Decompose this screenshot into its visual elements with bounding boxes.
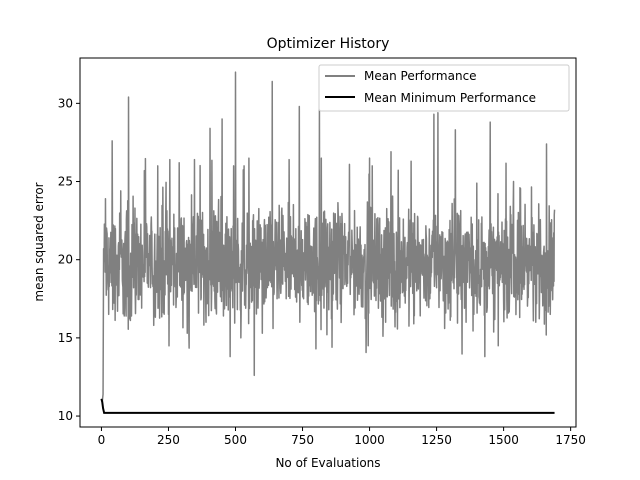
y-axis-label: mean squared error [32,182,46,301]
x-axis: 0 250 500 750 1000 1250 1500 1750 [98,427,586,447]
x-tick-label: 750 [291,433,314,447]
legend-box [318,64,570,112]
plot-lines [100,71,556,414]
x-tick-label: 1250 [421,433,452,447]
legend-label-mean-performance: Mean Performance [364,69,477,83]
x-tick-label: 500 [224,433,247,447]
chart-title: Optimizer History [267,36,390,52]
y-tick-label: 20 [58,253,73,267]
y-tick-label: 15 [58,331,73,345]
legend-label-mean-minimum-performance: Mean Minimum Performance [364,91,536,105]
series-line-mean-performance [100,71,556,403]
y-tick-label: 30 [58,96,73,110]
x-tick-label: 1750 [555,433,586,447]
x-tick-label: 1000 [354,433,385,447]
legend: Mean Performance Mean Minimum Performanc… [318,64,570,112]
x-tick-label: 250 [157,433,180,447]
x-tick-label: 1500 [488,433,519,447]
x-tick-label: 0 [98,433,106,447]
x-axis-label: No of Evaluations [275,456,380,470]
y-tick-label: 10 [58,409,73,423]
plot-frame [79,57,577,428]
y-tick-label: 25 [58,175,73,189]
series-line-mean-minimum-performance [100,398,555,414]
y-axis: 10 15 20 25 30 [58,96,80,423]
